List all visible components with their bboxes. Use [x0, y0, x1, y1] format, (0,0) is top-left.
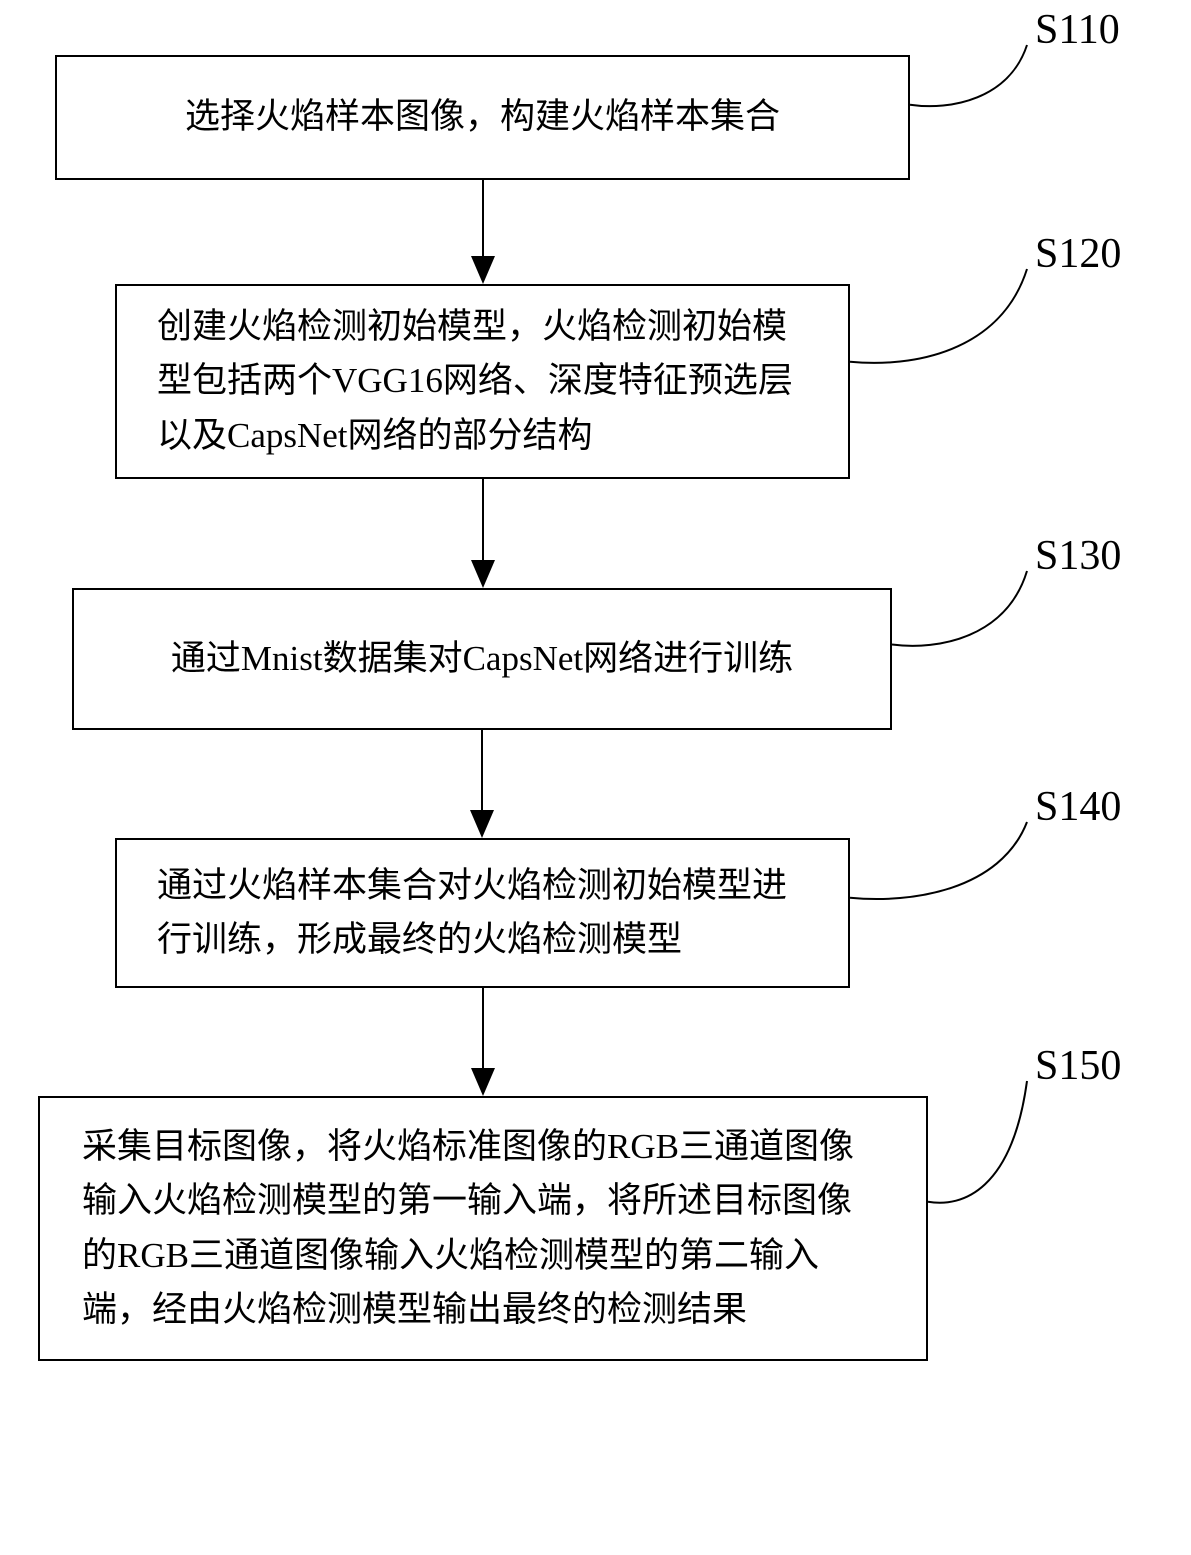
leader-line — [882, 561, 1077, 695]
flow-arrow — [469, 988, 497, 1098]
flowchart-stage: 选择火焰样本图像，构建火焰样本集合创建火焰检测初始模型，火焰检测初始模型包括两个… — [0, 0, 1191, 1555]
flow-node-text: 选择火焰样本图像，构建火焰样本集合 — [117, 90, 848, 144]
leader-line — [900, 35, 1077, 155]
flow-node-text: 创建火焰检测初始模型，火焰检测初始模型包括两个VGG16网络、深度特征预选层以及… — [157, 300, 808, 463]
flow-node-n3: 通过Mnist数据集对CapsNet网络进行训练 — [72, 588, 892, 730]
leader-line — [840, 812, 1077, 948]
leader-line — [840, 259, 1077, 412]
flow-node-n5: 采集目标图像，将火焰标准图像的RGB三通道图像输入火焰检测模型的第一输入端，将所… — [38, 1096, 928, 1361]
flow-node-n1: 选择火焰样本图像，构建火焰样本集合 — [55, 55, 910, 180]
flow-node-n2: 创建火焰检测初始模型，火焰检测初始模型包括两个VGG16网络、深度特征预选层以及… — [115, 284, 850, 479]
flow-node-text: 通过火焰样本集合对火焰检测初始模型进行训练，形成最终的火焰检测模型 — [157, 859, 808, 968]
flow-arrow — [469, 479, 497, 590]
flow-node-n4: 通过火焰样本集合对火焰检测初始模型进行训练，形成最终的火焰检测模型 — [115, 838, 850, 988]
leader-line — [918, 1071, 1077, 1252]
flow-node-text: 通过Mnist数据集对CapsNet网络进行训练 — [124, 632, 840, 686]
flow-arrow — [469, 180, 497, 286]
flow-arrow — [468, 730, 496, 840]
flow-node-text: 采集目标图像，将火焰标准图像的RGB三通道图像输入火焰检测模型的第一输入端，将所… — [82, 1120, 884, 1337]
